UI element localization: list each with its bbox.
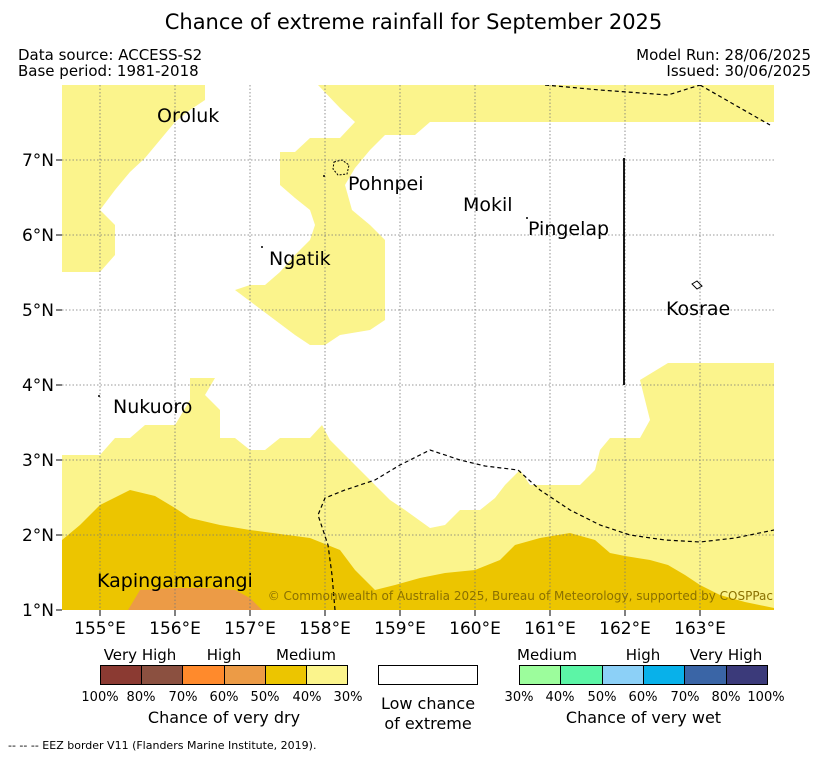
wet-swatch [602, 666, 644, 684]
map-graticule [62, 85, 774, 610]
lat-label: 6°N [22, 226, 54, 246]
place-label-oroluk: Oroluk [157, 105, 219, 127]
place-label-mokil: Mokil [463, 194, 513, 216]
low-chance-caption: Low chance of extreme [358, 694, 498, 734]
place-label-ngatik: Ngatik [269, 248, 331, 270]
low-chance-swatch [378, 665, 478, 685]
dry-pct: 30% [333, 690, 363, 705]
island-dot [261, 246, 263, 248]
lon-label: 157°E [224, 619, 276, 639]
wet-category-medium: Medium [517, 646, 577, 664]
place-label-kapingamarangi: Kapingamarangi [97, 570, 253, 592]
wet-swatch [643, 666, 686, 684]
dry-pct: 60% [209, 690, 239, 705]
dry-category-high: High [206, 646, 242, 664]
wet-category-high: High [625, 646, 661, 664]
low-caption-line2: of extreme [384, 714, 472, 733]
dry-swatch [183, 666, 225, 684]
lat-label: 1°N [22, 601, 54, 621]
place-label-pingelap: Pingelap [528, 218, 609, 240]
kosrae-island [691, 280, 703, 290]
wet-swatch [520, 666, 562, 684]
lat-label: 3°N [22, 451, 54, 471]
place-label-nukuoro: Nukuoro [113, 396, 192, 418]
place-label-pohnpei: Pohnpei [348, 173, 424, 195]
island-dot [526, 217, 528, 219]
wet-caption: Chance of very wet [565, 708, 722, 727]
model-run: Model Run: 28/06/2025 [636, 46, 811, 64]
wet-pct: 80% [711, 690, 741, 705]
lon-label: 161°E [524, 619, 576, 639]
lon-label: 160°E [449, 619, 501, 639]
dry-category-very-high: Very High [103, 646, 177, 664]
dry-category-medium: Medium [276, 646, 336, 664]
island-dot [323, 175, 325, 177]
lon-label: 155°E [74, 619, 126, 639]
lon-label: 156°E [149, 619, 201, 639]
lat-label: 7°N [22, 151, 54, 171]
wet-pct: 60% [628, 690, 658, 705]
high-dry-region [62, 490, 774, 610]
low-caption-line1: Low chance [380, 694, 476, 713]
rainfall-map: Oroluk Pohnpei Mokil Pingelap Ngatik Kos… [22, 85, 774, 639]
dry-swatch [101, 666, 143, 684]
wet-swatch [726, 666, 767, 684]
lon-label: 162°E [599, 619, 651, 639]
lon-label: 163°E [674, 619, 726, 639]
dry-swatch [306, 666, 348, 684]
wet-pct: 30% [504, 690, 534, 705]
pohnpei-island [332, 159, 350, 176]
dry-pct: 40% [292, 690, 322, 705]
place-label-kosrae: Kosrae [666, 298, 730, 320]
dry-swatch [224, 666, 266, 684]
lat-label: 4°N [22, 376, 54, 396]
wet-category-very-high: Very High [689, 646, 763, 664]
dry-swatch [265, 666, 307, 684]
very-high-dry-region [128, 588, 262, 610]
lat-label: 5°N [22, 301, 54, 321]
wet-pct: 70% [670, 690, 700, 705]
wet-colorbar [519, 665, 768, 685]
lon-label: 159°E [374, 619, 426, 639]
island-dot [98, 395, 100, 397]
issued-date: Issued: 30/06/2025 [666, 62, 811, 80]
wet-pct: 50% [587, 690, 617, 705]
wet-pct: 40% [545, 690, 575, 705]
lon-label: 158°E [299, 619, 351, 639]
copyright-notice: © Commonwealth of Australia 2025, Bureau… [268, 589, 773, 603]
dry-colorbar [100, 665, 348, 685]
wet-swatch [561, 666, 603, 684]
base-period: Base period: 1981-2018 [18, 62, 199, 80]
dry-pct: 80% [126, 690, 156, 705]
eez-footnote: -- -- -- EEZ border V11 (Flanders Marine… [8, 739, 317, 752]
dry-pct: 70% [168, 690, 198, 705]
data-source: Data source: ACCESS-S2 [18, 46, 203, 64]
eez-border [317, 85, 774, 610]
dry-caption: Chance of very dry [147, 708, 301, 727]
lat-label: 2°N [22, 526, 54, 546]
dry-pct: 50% [250, 690, 280, 705]
wet-pct: 100% [747, 690, 785, 705]
wet-swatch [685, 666, 727, 684]
dry-swatch [142, 666, 184, 684]
dry-pct: 100% [81, 690, 119, 705]
map-title: Chance of extreme rainfall for September… [164, 10, 663, 34]
